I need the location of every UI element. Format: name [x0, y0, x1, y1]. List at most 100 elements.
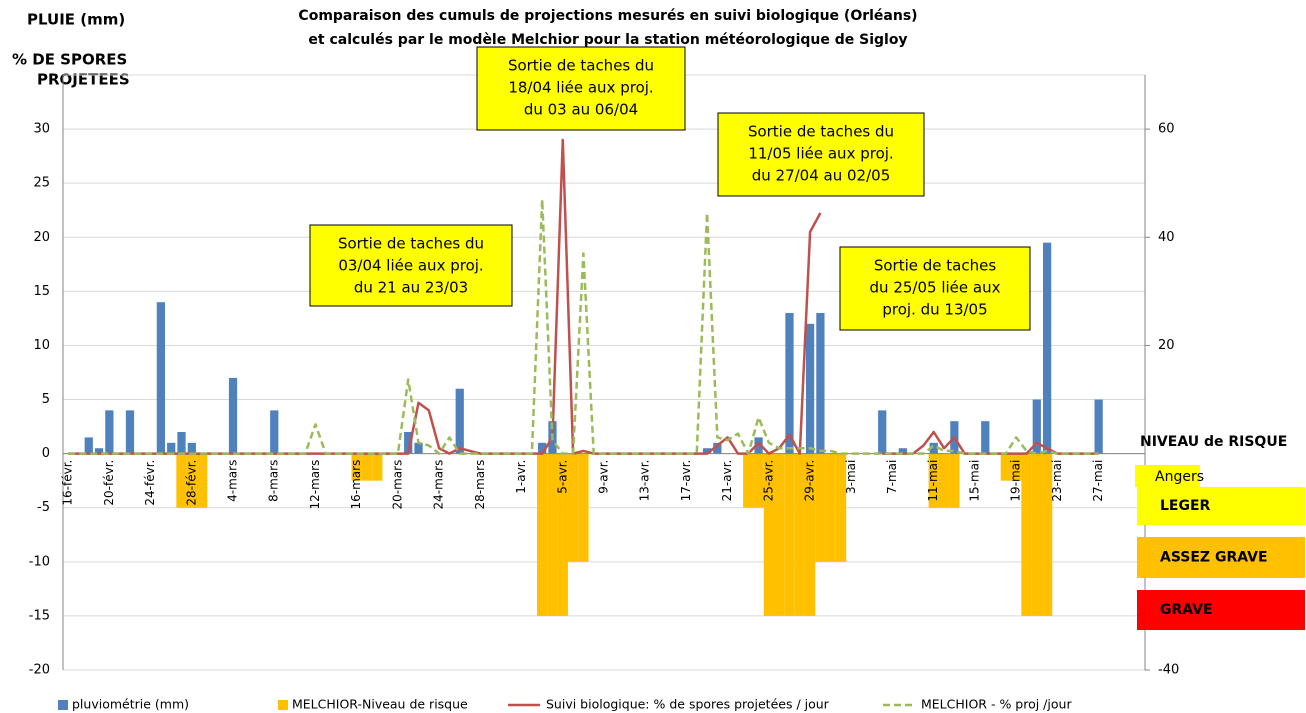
bar [784, 453, 795, 616]
risk-level-label: LEGER [1160, 498, 1211, 514]
y2-tick-label: -40 [1158, 663, 1179, 678]
annotation-text: proj. du 13/05 [882, 301, 987, 319]
x-tick-label: 5-avr. [555, 460, 569, 494]
y-axis-label: PLUIE (mm) [27, 11, 125, 29]
bar [816, 313, 825, 454]
bar [228, 377, 238, 454]
bar [753, 453, 764, 508]
bar [1011, 453, 1022, 481]
annotation-text: 18/04 liée aux proj. [508, 79, 653, 97]
y-tick-label: -10 [29, 554, 50, 569]
bar [754, 437, 763, 454]
x-tick-label: 19-mai [1009, 460, 1023, 502]
bar [187, 442, 196, 454]
bar [270, 410, 279, 454]
bar [196, 453, 208, 508]
bar [404, 432, 413, 454]
legend-label: MELCHIOR - % proj /jour [921, 697, 1072, 712]
bar [1041, 453, 1053, 616]
y-tick-label: 0 [42, 446, 50, 461]
annotation-text: 11/05 liée aux proj. [748, 145, 893, 163]
bar [177, 432, 186, 454]
x-tick-label: 16-mars [349, 460, 363, 510]
bar [156, 302, 166, 454]
bar [557, 453, 568, 616]
bar [538, 442, 547, 454]
annotation-text: Sortie de taches du [338, 235, 484, 253]
x-tick-label: 29-avr. [803, 460, 817, 502]
bar [805, 323, 815, 454]
y-tick-label: -20 [29, 663, 50, 678]
legend-label: pluviométrie (mm) [72, 697, 189, 712]
bar [938, 453, 950, 508]
annotation-box [309, 224, 513, 307]
bar [1094, 399, 1103, 454]
x-tick-label: 8-mars [267, 460, 281, 502]
x-tick-label: 1-avr. [514, 460, 528, 494]
annotation-text: du 27/04 au 02/05 [752, 167, 891, 185]
x-tick-label: 24-mars [432, 460, 446, 510]
bar [176, 453, 187, 508]
annotation-text: du 03 au 06/04 [524, 101, 638, 119]
y-tick-label: 10 [33, 338, 50, 353]
bar [1042, 242, 1052, 454]
legend-swatch [278, 700, 288, 710]
bar [981, 421, 990, 454]
annotation-box [717, 112, 925, 197]
y-tick-label: 15 [33, 284, 50, 299]
bar [702, 448, 712, 454]
risk-location: Angers [1155, 469, 1204, 485]
bar [1000, 453, 1012, 481]
x-tick-label: 21-avr. [720, 460, 734, 502]
x-tick-label: 28-mars [473, 460, 487, 510]
bar [578, 453, 589, 562]
y-tick-label: 25 [33, 176, 50, 191]
y-tick-label: 5 [42, 392, 50, 407]
bar [785, 313, 794, 454]
y2-tick-label: 20 [1158, 338, 1175, 353]
bar [567, 453, 579, 562]
x-tick-label: 15-mai [967, 460, 981, 502]
risk-level-label: ASSEZ GRAVE [1160, 550, 1268, 566]
y-tick-label: -5 [37, 500, 50, 515]
x-tick-label: 13-avr. [638, 460, 652, 502]
y-axis-label: PROJETEES [37, 71, 130, 89]
risk-location-box [1135, 465, 1200, 487]
annotation-text: du 21 au 23/03 [354, 279, 468, 297]
legend-label: Suivi biologique: % de spores projetées … [546, 697, 830, 712]
bar [835, 453, 847, 562]
x-tick-label: 3-mai [844, 460, 858, 494]
bar [351, 453, 362, 481]
x-tick-label: 17-avr. [679, 460, 693, 502]
annotation-text: Sortie de taches du [508, 57, 654, 75]
annotation-text: Sortie de taches du [748, 123, 894, 141]
annotation-box [476, 46, 686, 131]
x-tick-label: 28-févr. [184, 460, 198, 506]
risk-level-box [1137, 487, 1305, 525]
bar [928, 453, 939, 508]
line-series [68, 198, 1099, 455]
bar [774, 453, 785, 616]
bar [815, 453, 826, 562]
y-tick-label: 30 [33, 122, 50, 137]
legend-label: MELCHIOR-Niveau de risque [292, 697, 468, 712]
bar [94, 448, 104, 454]
bar [794, 453, 805, 616]
bar [105, 410, 114, 454]
bar [804, 453, 816, 616]
bar [825, 453, 836, 562]
legend-swatch [58, 700, 68, 710]
bar [537, 453, 548, 616]
bar [1032, 399, 1041, 454]
y-axis-label: % DE SPORES [12, 51, 127, 69]
risk-level-box [1137, 590, 1305, 630]
y-tick-label: -15 [29, 608, 50, 623]
y2-tick-label: 40 [1158, 230, 1175, 245]
risk-level-label: GRAVE [1160, 602, 1213, 618]
bar [186, 453, 197, 508]
chart-title: et calculés par le modèle Melchior pour … [308, 32, 907, 48]
x-tick-label: 12-mars [308, 460, 322, 510]
bar [361, 453, 373, 481]
bar [878, 410, 887, 454]
bar [713, 442, 722, 454]
